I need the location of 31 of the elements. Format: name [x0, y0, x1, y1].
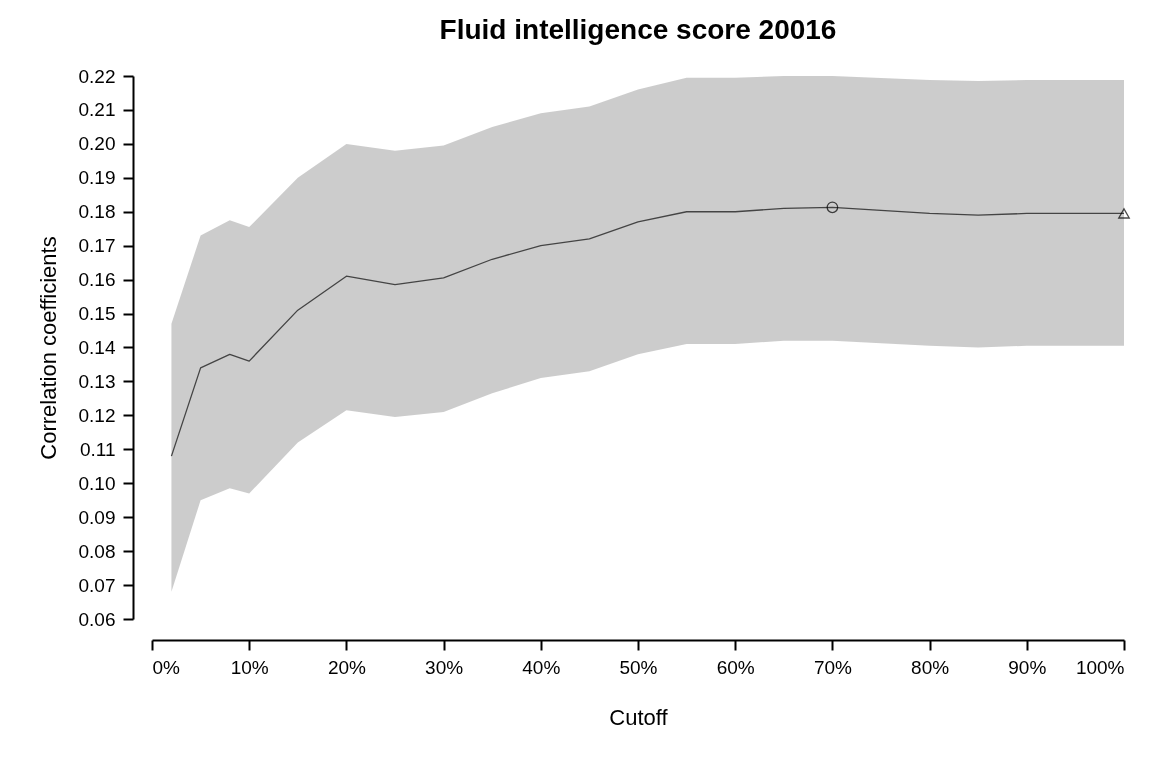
y-tick-label: 0.21: [78, 99, 116, 121]
y-tick-label: 0.15: [78, 303, 116, 325]
x-tick-label: 80%: [911, 656, 950, 678]
y-tick-label: 0.11: [79, 438, 116, 460]
x-tick-label: 0%: [152, 656, 181, 678]
y-tick-label: 0.06: [78, 608, 116, 630]
y-tick-label: 0.07: [78, 574, 116, 596]
x-tick-label: 50%: [619, 656, 658, 678]
y-tick-label: 0.16: [78, 269, 116, 291]
x-tick-label: 10%: [230, 656, 269, 678]
y-axis-title: Correlation coefficients: [35, 236, 61, 460]
x-tick-label: 70%: [813, 656, 853, 678]
x-tick-label: 20%: [327, 656, 367, 678]
y-tick-label: 0.22: [78, 65, 116, 87]
y-tick-label: 0.17: [78, 235, 116, 257]
x-tick-label: 40%: [522, 656, 561, 678]
chart-title: Fluid intelligence score 20016: [439, 14, 837, 45]
y-tick-label: 0.18: [78, 201, 116, 223]
x-tick-label: 100%: [1075, 656, 1125, 678]
y-tick-label: 0.19: [78, 167, 116, 189]
y-tick-label: 0.14: [78, 337, 116, 358]
y-tick-label: 0.20: [78, 133, 116, 155]
x-tick-label: 30%: [425, 656, 464, 678]
x-axis-title: Cutoff: [609, 704, 669, 730]
y-tick-label: 0.10: [78, 472, 116, 494]
x-tick-label: 90%: [1008, 656, 1047, 678]
y-tick-label: 0.13: [78, 370, 116, 392]
y-tick-label: 0.12: [78, 404, 116, 426]
y-tick-label: 0.08: [78, 540, 116, 562]
y-tick-label: 0.09: [78, 506, 116, 528]
x-tick-label: 60%: [716, 656, 755, 678]
